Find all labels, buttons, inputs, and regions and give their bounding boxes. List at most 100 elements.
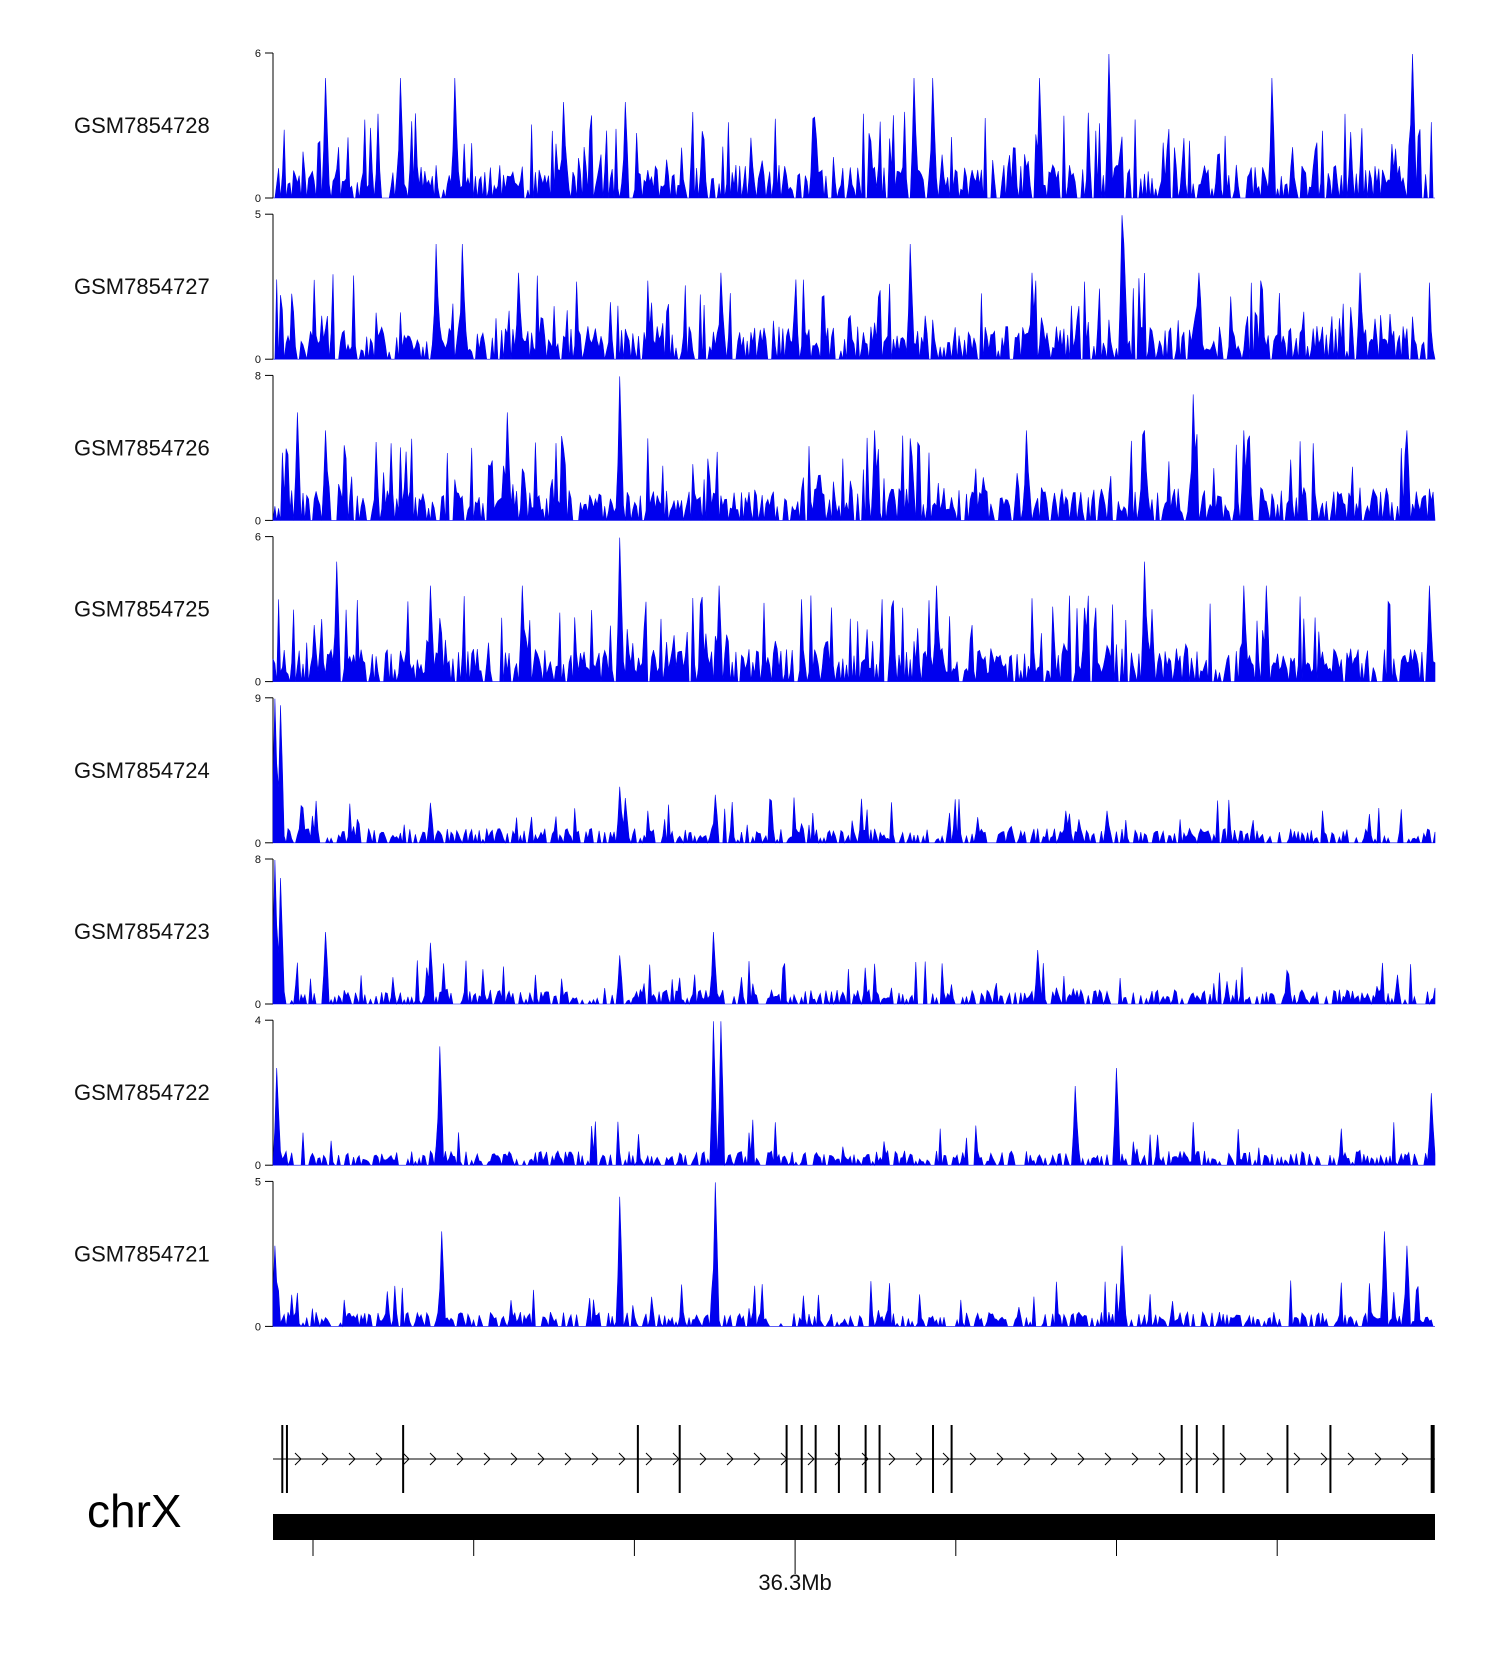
strand-arrow bbox=[483, 1452, 491, 1466]
strand-arrow bbox=[726, 1452, 734, 1466]
y-tick-label-min: 0 bbox=[255, 515, 261, 527]
strand-arrow bbox=[456, 1452, 464, 1466]
strand-arrow bbox=[348, 1452, 356, 1466]
strand-arrow bbox=[1320, 1452, 1328, 1466]
strand-arrow bbox=[1158, 1452, 1166, 1466]
exon-mark bbox=[932, 1425, 935, 1493]
strand-arrow bbox=[861, 1452, 869, 1466]
track-label: GSM7854721 bbox=[74, 1241, 210, 1266]
chromosome-label: chrX bbox=[87, 1485, 182, 1537]
coverage-track: GSM7854724 9 0 bbox=[74, 693, 1436, 850]
exon-mark bbox=[1180, 1425, 1183, 1493]
exon-mark bbox=[678, 1425, 681, 1493]
strand-arrow bbox=[1104, 1452, 1112, 1466]
y-tick-label-max: 4 bbox=[255, 1015, 261, 1027]
strand-arrow bbox=[1374, 1452, 1382, 1466]
strand-arrow bbox=[1347, 1452, 1355, 1466]
strand-arrow bbox=[294, 1452, 302, 1466]
chromosome-ideogram: chrX bbox=[87, 1485, 1435, 1540]
exon-mark bbox=[1430, 1425, 1435, 1493]
strand-arrow bbox=[591, 1452, 599, 1466]
y-tick-label-min: 0 bbox=[255, 193, 261, 205]
exon-mark bbox=[785, 1425, 788, 1493]
y-tick-label-max: 8 bbox=[255, 370, 261, 382]
strand-arrow bbox=[510, 1452, 518, 1466]
coverage-track: GSM7854727 5 0 bbox=[74, 209, 1436, 366]
exon-mark bbox=[285, 1425, 288, 1493]
exon-mark bbox=[950, 1425, 953, 1493]
strand-arrow bbox=[1293, 1452, 1301, 1466]
track-label: GSM7854726 bbox=[74, 435, 210, 460]
coverage-area bbox=[272, 698, 1436, 844]
strand-arrow bbox=[618, 1452, 626, 1466]
exon-mark bbox=[800, 1425, 803, 1493]
y-tick-label-min: 0 bbox=[255, 1321, 261, 1333]
coverage-area bbox=[272, 1021, 1436, 1167]
genome-axis-tick-label: 36.3Mb bbox=[758, 1570, 831, 1595]
track-label: GSM7854725 bbox=[74, 597, 210, 622]
strand-arrow bbox=[645, 1452, 653, 1466]
coverage-track: GSM7854725 6 0 bbox=[74, 532, 1436, 689]
y-tick-label-min: 0 bbox=[255, 838, 261, 850]
exon-mark bbox=[814, 1425, 817, 1493]
coverage-track: GSM7854722 4 0 bbox=[74, 1015, 1436, 1172]
y-tick-label-max: 6 bbox=[255, 532, 261, 544]
coverage-tracks: GSM785472860GSM785472750GSM785472680GSM7… bbox=[74, 48, 1436, 1333]
coverage-area bbox=[272, 859, 1436, 1006]
strand-arrow bbox=[564, 1452, 572, 1466]
y-tick-label-max: 5 bbox=[255, 209, 261, 221]
track-label: GSM7854722 bbox=[74, 1080, 210, 1105]
strand-arrow bbox=[1050, 1452, 1058, 1466]
track-label: GSM7854728 bbox=[74, 113, 210, 138]
strand-arrow bbox=[834, 1452, 842, 1466]
exon-mark bbox=[1222, 1425, 1225, 1493]
strand-arrow bbox=[807, 1452, 815, 1466]
strand-arrow bbox=[1023, 1452, 1031, 1466]
y-tick-label-max: 9 bbox=[255, 693, 261, 705]
strand-arrow bbox=[1401, 1452, 1409, 1466]
y-tick-label-min: 0 bbox=[255, 677, 261, 689]
strand-arrow bbox=[1131, 1452, 1139, 1466]
y-tick-label-max: 5 bbox=[255, 1176, 261, 1188]
strand-arrow bbox=[1185, 1452, 1193, 1466]
strand-arrow bbox=[699, 1452, 707, 1466]
strand-arrow bbox=[969, 1452, 977, 1466]
strand-arrow bbox=[888, 1452, 896, 1466]
y-tick-label-min: 0 bbox=[255, 354, 261, 366]
track-label: GSM7854724 bbox=[74, 758, 210, 783]
coverage-track: GSM7854721 5 0 bbox=[74, 1176, 1435, 1333]
strand-arrow bbox=[1239, 1452, 1247, 1466]
exon-mark bbox=[402, 1425, 405, 1493]
track-label: GSM7854727 bbox=[74, 274, 210, 299]
track-label: GSM7854723 bbox=[74, 919, 210, 944]
strand-arrow bbox=[1077, 1452, 1085, 1466]
y-tick-label-max: 8 bbox=[255, 854, 261, 866]
strand-arrow bbox=[942, 1452, 950, 1466]
exon-mark bbox=[636, 1425, 639, 1493]
exon-mark bbox=[1329, 1425, 1332, 1493]
coverage-track: GSM7854728 6 0 bbox=[74, 48, 1435, 205]
strand-arrow bbox=[996, 1452, 1004, 1466]
strand-arrow bbox=[402, 1452, 410, 1466]
coverage-area bbox=[272, 537, 1436, 682]
strand-arrow bbox=[753, 1452, 761, 1466]
coverage-track: GSM7854726 8 0 bbox=[74, 370, 1436, 527]
strand-arrow bbox=[375, 1452, 383, 1466]
coverage-area bbox=[273, 53, 1435, 199]
coverage-area bbox=[272, 1182, 1435, 1328]
coverage-track: GSM7854723 8 0 bbox=[74, 854, 1436, 1011]
y-tick-label-min: 0 bbox=[255, 1160, 261, 1172]
strand-arrow bbox=[915, 1452, 923, 1466]
strand-arrow bbox=[1266, 1452, 1274, 1466]
exon-mark bbox=[837, 1425, 840, 1493]
exon-mark bbox=[281, 1425, 284, 1493]
strand-arrow bbox=[1212, 1452, 1220, 1466]
gene-model-track bbox=[273, 1425, 1435, 1493]
coverage-area bbox=[273, 215, 1436, 360]
y-tick-label-max: 6 bbox=[255, 48, 261, 60]
strand-arrow bbox=[321, 1452, 329, 1466]
coverage-area bbox=[272, 376, 1436, 521]
exon-mark bbox=[1286, 1425, 1289, 1493]
chromosome-bar bbox=[273, 1514, 1435, 1540]
